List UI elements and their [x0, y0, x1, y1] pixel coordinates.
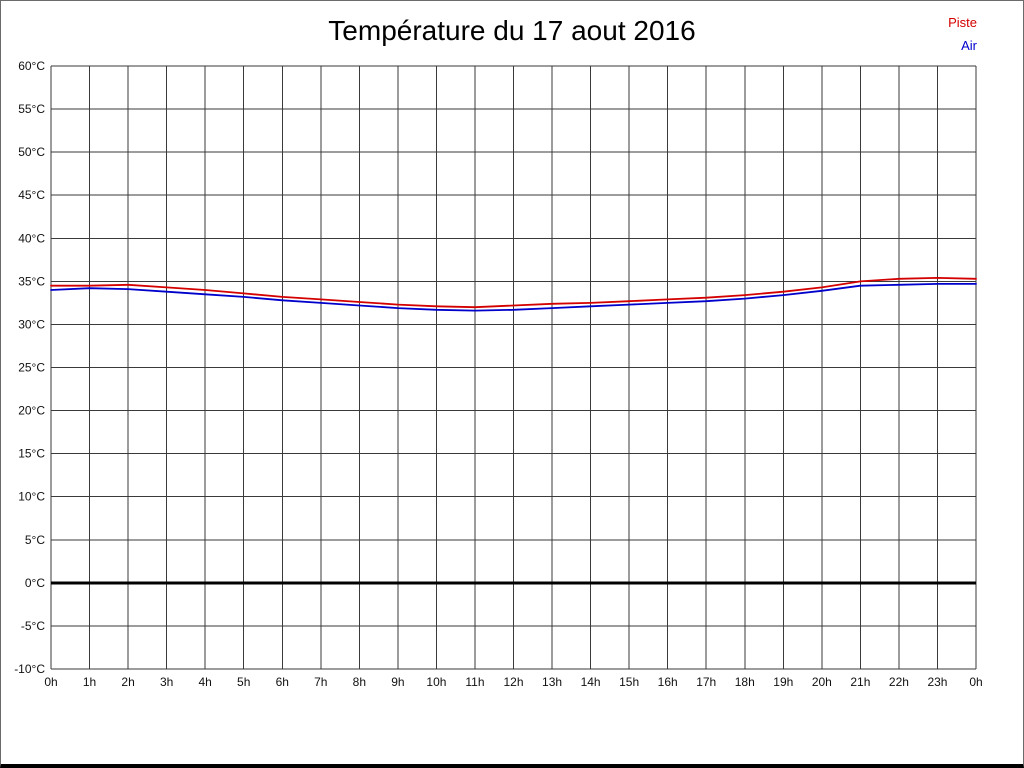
svg-text:25°C: 25°C — [18, 361, 45, 375]
svg-text:7h: 7h — [314, 675, 327, 689]
svg-text:10°C: 10°C — [18, 490, 45, 504]
svg-text:15h: 15h — [619, 675, 639, 689]
svg-text:30°C: 30°C — [18, 317, 45, 331]
legend-label-piste: Piste — [948, 15, 977, 30]
legend-item-piste: Piste — [948, 11, 977, 34]
svg-text:0h: 0h — [44, 675, 57, 689]
svg-text:19h: 19h — [773, 675, 793, 689]
legend-item-air: Air — [948, 34, 977, 57]
svg-text:20h: 20h — [812, 675, 832, 689]
svg-text:60°C: 60°C — [18, 59, 45, 73]
svg-text:16h: 16h — [658, 675, 678, 689]
legend-label-air: Air — [961, 38, 977, 53]
svg-text:4h: 4h — [198, 675, 211, 689]
svg-text:21h: 21h — [850, 675, 870, 689]
svg-text:8h: 8h — [353, 675, 366, 689]
svg-text:6h: 6h — [276, 675, 289, 689]
svg-text:-5°C: -5°C — [21, 619, 45, 633]
svg-text:5°C: 5°C — [25, 533, 45, 547]
svg-text:1h: 1h — [83, 675, 96, 689]
chart-legend: Piste Air — [948, 11, 977, 57]
svg-text:14h: 14h — [581, 675, 601, 689]
svg-text:35°C: 35°C — [18, 274, 45, 288]
svg-text:0°C: 0°C — [25, 576, 45, 590]
svg-text:22h: 22h — [889, 675, 909, 689]
svg-text:23h: 23h — [927, 675, 947, 689]
svg-text:40°C: 40°C — [18, 231, 45, 245]
svg-text:0h: 0h — [969, 675, 982, 689]
svg-text:12h: 12h — [503, 675, 523, 689]
svg-text:9h: 9h — [391, 675, 404, 689]
svg-text:45°C: 45°C — [18, 188, 45, 202]
svg-text:2h: 2h — [121, 675, 134, 689]
svg-text:55°C: 55°C — [18, 102, 45, 116]
svg-text:50°C: 50°C — [18, 145, 45, 159]
svg-text:17h: 17h — [696, 675, 716, 689]
svg-text:13h: 13h — [542, 675, 562, 689]
svg-text:5h: 5h — [237, 675, 250, 689]
svg-text:15°C: 15°C — [18, 447, 45, 461]
chart-title: Température du 17 aout 2016 — [328, 15, 696, 46]
svg-text:18h: 18h — [735, 675, 755, 689]
svg-text:20°C: 20°C — [18, 404, 45, 418]
svg-text:10h: 10h — [426, 675, 446, 689]
svg-text:11h: 11h — [465, 675, 484, 689]
svg-text:-10°C: -10°C — [14, 662, 45, 676]
svg-text:3h: 3h — [160, 675, 173, 689]
